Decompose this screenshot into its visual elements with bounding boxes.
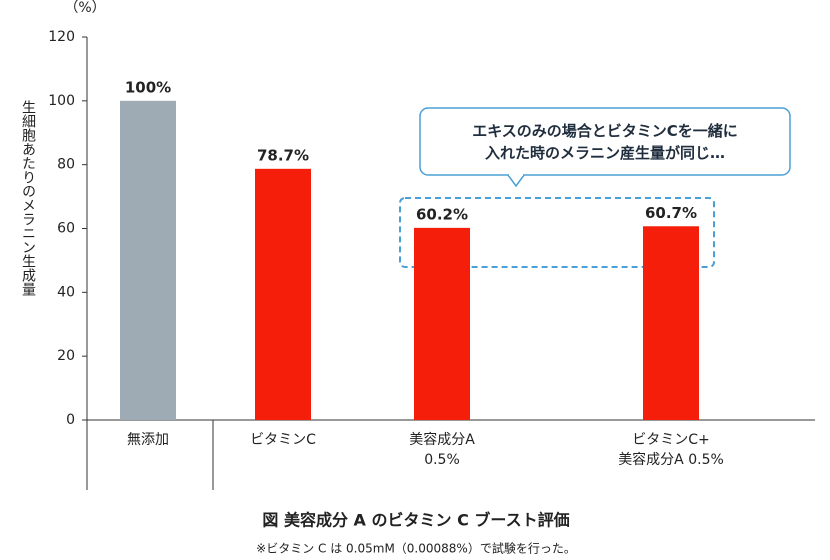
y-tick-label: 80 [57,157,75,173]
x-tick-label: 美容成分A 0.5% [409,432,475,468]
value-label: 60.7% [645,204,697,222]
x-tick-label: ビタミンC [250,432,316,448]
value-label: 60.2% [416,205,468,223]
annotation: エキスのみの場合とビタミンCを一緒に 入れた時のメラニン産生量が同じ… [472,122,738,162]
value-label: 100% [125,78,171,96]
footnote: ※ビタミン C は 0.05mM（0.00088%）で試験を行った。 [256,541,576,556]
x-tick-label: 無添加 [127,432,169,448]
highlight-box [399,197,715,268]
x-tick-label: ビタミンC+ 美容成分A 0.5% [618,432,724,468]
bar [414,227,470,420]
bar [120,100,176,420]
y-tick-label: 60 [57,221,75,237]
y-unit: （%） [64,0,105,16]
bar [255,168,311,420]
y-tick-label: 120 [48,29,75,45]
callout-pointer [507,174,525,188]
y-tick-label: 0 [66,412,75,428]
chart-title: 図 美容成分 A のビタミン C ブースト評価 [262,511,569,530]
y-tick-label: 40 [57,284,75,300]
value-label: 78.7% [257,146,309,164]
callout-box [419,107,791,176]
y-axis-label: 生細胞あたりのメラニン生成量 [20,100,36,296]
y-tick-label: 20 [57,348,75,364]
y-tick-label: 100 [48,93,75,109]
bar [643,226,699,420]
